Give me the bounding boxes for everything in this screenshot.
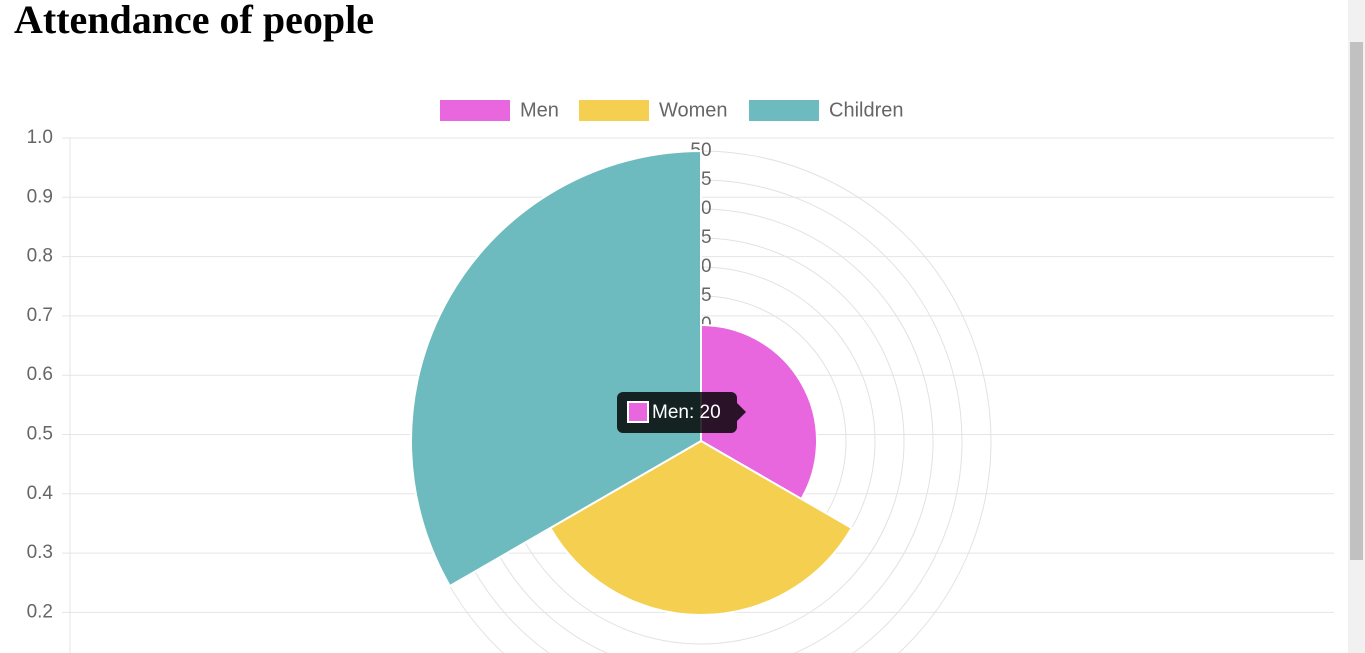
page-title: Attendance of people — [14, 0, 374, 42]
y-tick-label: 0.8 — [27, 246, 53, 267]
tooltip-caret — [737, 403, 746, 421]
polar-slice — [410, 149, 702, 588]
y-tick-label: 0.4 — [27, 483, 54, 504]
scrollbar-thumb[interactable] — [1350, 42, 1363, 560]
y-tick-label: 0.5 — [27, 424, 53, 445]
y-tick-label: 0.9 — [27, 186, 53, 207]
legend-swatch — [440, 100, 510, 121]
scrollbar[interactable] — [1348, 0, 1365, 653]
polar-slice — [548, 439, 854, 616]
legend-swatch — [749, 100, 819, 121]
polar-slice — [700, 323, 818, 501]
y-tick-label: 0.2 — [27, 601, 53, 622]
tooltip-text: Men: 20 — [652, 402, 721, 423]
y-tick-label: 0.3 — [27, 542, 53, 563]
tooltip-swatch — [627, 401, 649, 423]
y-tick-label: 0.6 — [27, 364, 53, 385]
legend-label: Children — [829, 99, 903, 121]
legend-swatch — [579, 100, 649, 121]
legend-label: Men — [520, 99, 559, 121]
y-tick-label: 1.0 — [27, 127, 53, 148]
legend-label: Women — [659, 99, 728, 121]
y-tick-label: 0.7 — [27, 305, 53, 326]
